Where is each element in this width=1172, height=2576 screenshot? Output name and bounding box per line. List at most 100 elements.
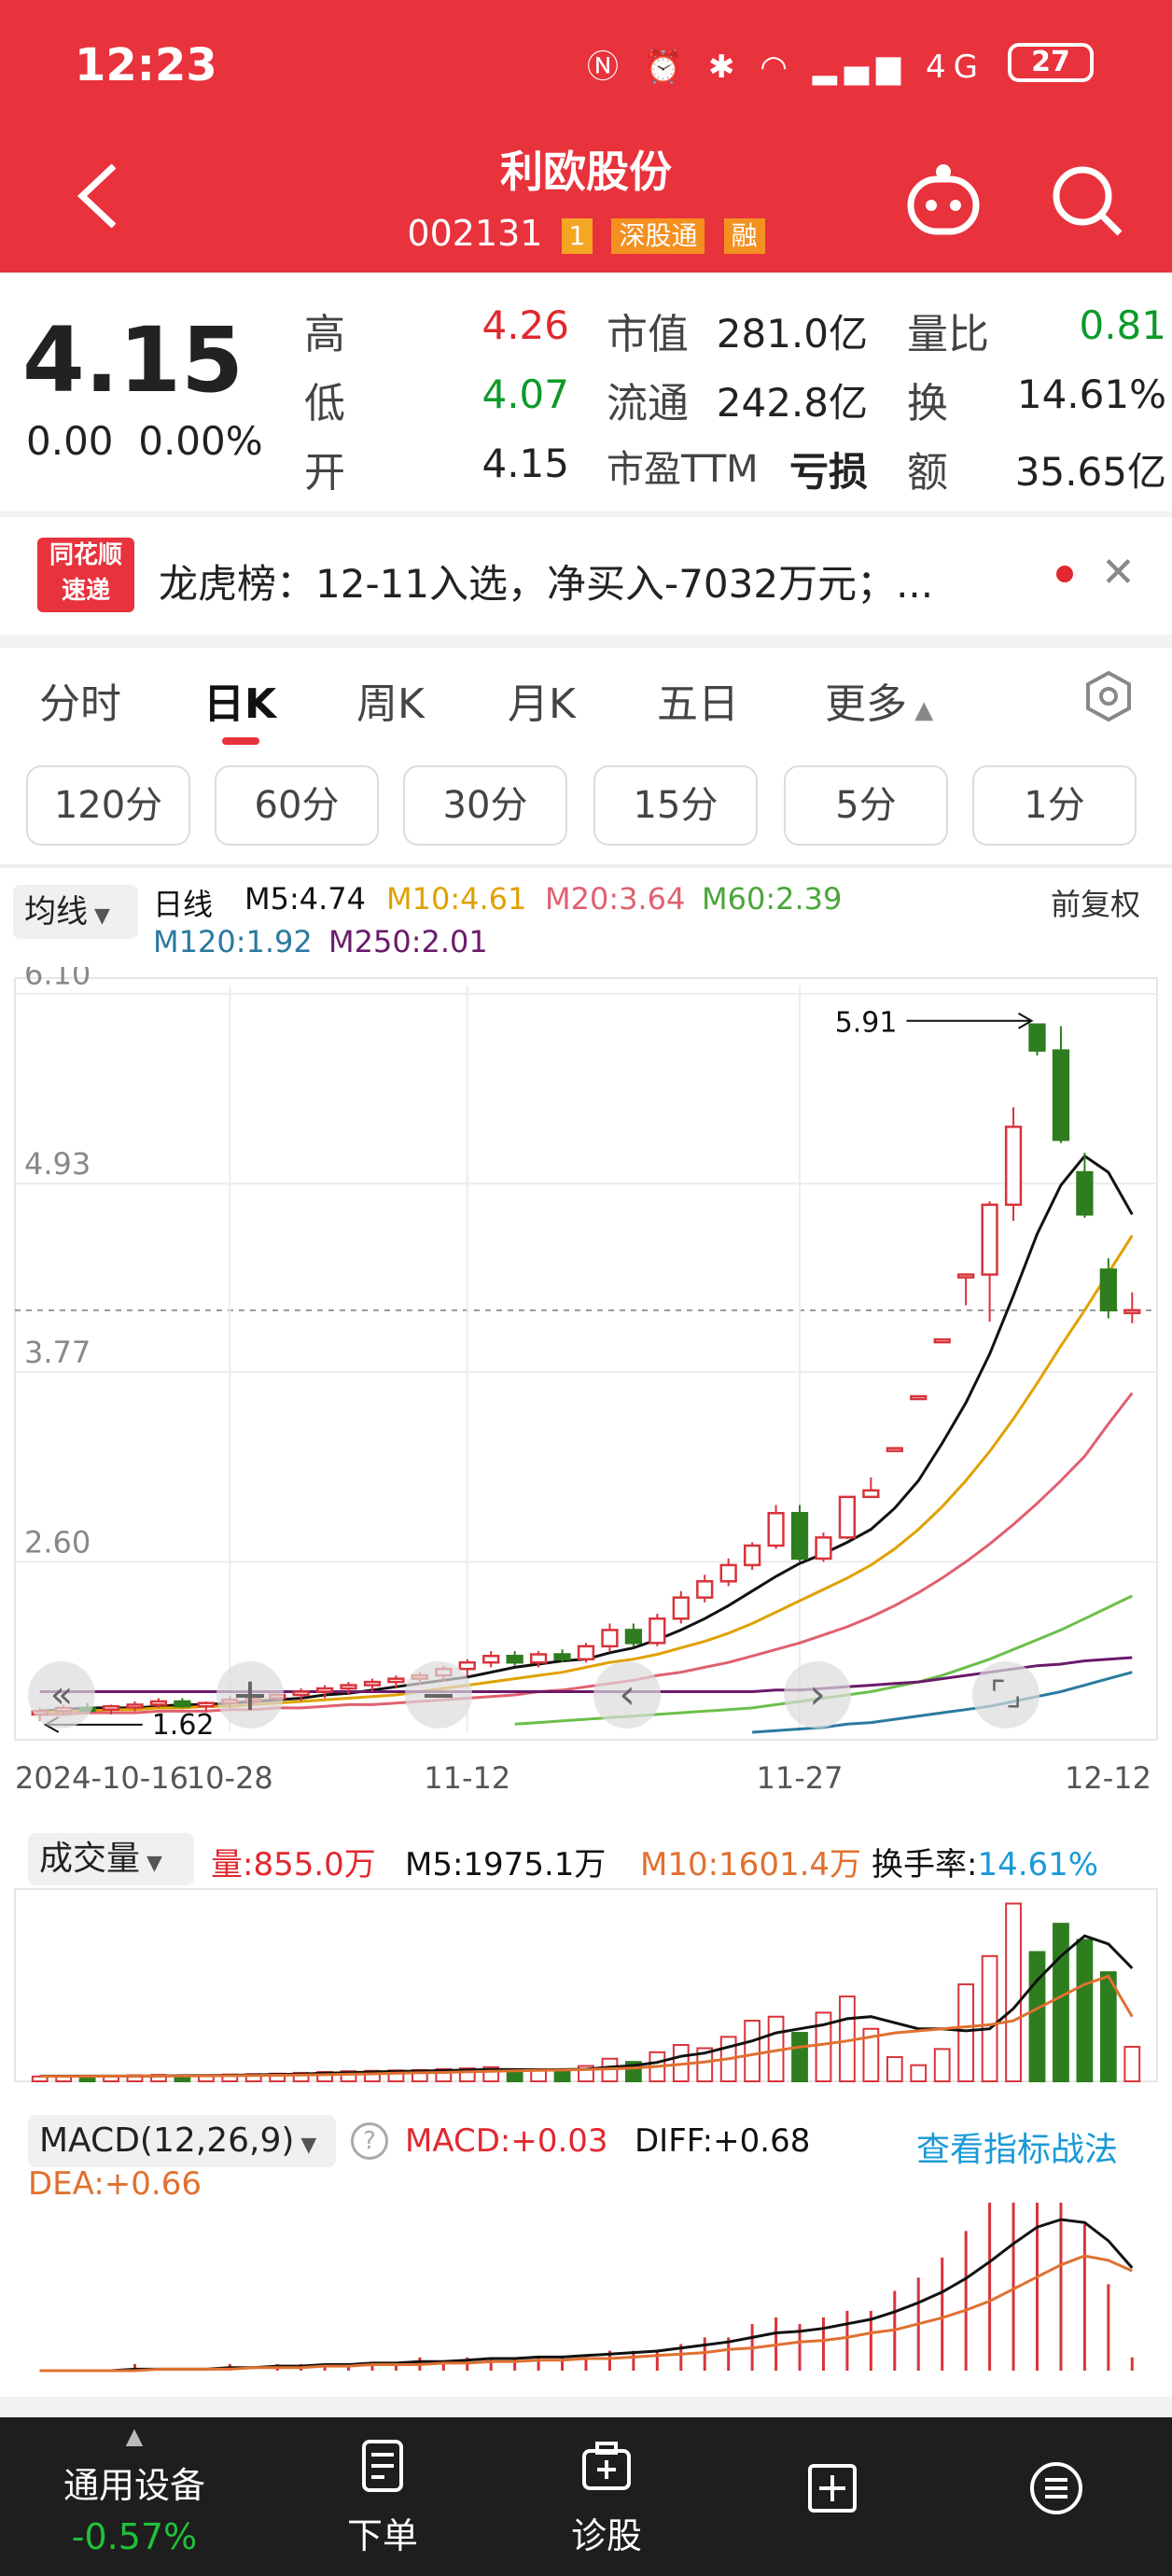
tab-more[interactable]: 更多 ▲: [825, 670, 933, 730]
min-price-label: 1.62: [152, 1709, 215, 1742]
candle-body: [529, 1653, 548, 1664]
wifi-icon: ◠: [760, 49, 795, 86]
float-label: 流通: [607, 380, 689, 427]
nfc-icon: Ⓝ: [586, 49, 626, 86]
back-button[interactable]: [73, 159, 129, 233]
order-label: 下单: [346, 2515, 418, 2556]
ma10-legend: M10:4.61: [386, 881, 527, 917]
period-15min[interactable]: 15分: [593, 765, 758, 846]
chart-settings-button[interactable]: [1082, 670, 1135, 726]
app-header: 12:23 Ⓝ ⏰ ✱ ◠ ▂▄▆ 4G 27 利欧股份 002131 1 深股…: [0, 0, 1172, 273]
robot-icon: [907, 164, 980, 235]
status-icons: Ⓝ ⏰ ✱ ◠ ▂▄▆ 4G: [587, 41, 985, 87]
dropdown-icon: ▼: [294, 2134, 317, 2157]
volume-bar: [791, 2032, 808, 2082]
macd-chart[interactable]: [0, 2203, 1172, 2380]
ma-line-m10: [39, 1234, 1134, 1715]
candle-body: [577, 1645, 595, 1660]
zoom-first-button[interactable]: «: [28, 1661, 95, 1729]
candle-body: [767, 1511, 785, 1547]
zoom-in-button[interactable]: +: [216, 1661, 284, 1729]
fullscreen-icon: ⌜⌟: [990, 1675, 1022, 1714]
candle-body: [315, 1687, 334, 1693]
indicator-strategy-link[interactable]: 查看指标战法: [916, 2131, 1119, 2169]
tab-weekly-k[interactable]: 周K: [356, 680, 425, 728]
volume-bar: [744, 2020, 761, 2083]
ma250-legend: M250:2.01: [328, 924, 488, 959]
candle-body: [672, 1596, 690, 1620]
connect-tag[interactable]: 深股通: [611, 217, 705, 254]
more-menu-button[interactable]: [963, 2417, 1150, 2576]
chevron-right-icon: ›: [809, 1671, 826, 1718]
open-label: 开: [304, 449, 345, 497]
last-price: 4.15: [22, 308, 244, 413]
x-tick-label: 2024-10-16: [15, 1760, 188, 1796]
status-time: 12:23: [75, 39, 217, 91]
ma60-legend: M60:2.39: [702, 881, 843, 917]
close-news-button[interactable]: ✕: [1101, 549, 1136, 596]
volume-chart[interactable]: [0, 1885, 1172, 2091]
tab-five-day[interactable]: 五日: [657, 680, 739, 728]
volume-bar: [340, 2070, 357, 2083]
indicator-select[interactable]: 均线 ▼: [13, 885, 138, 939]
scroll-left-button[interactable]: ‹: [593, 1661, 661, 1729]
candle-body: [292, 1690, 310, 1697]
scroll-right-button[interactable]: ›: [784, 1661, 851, 1729]
tab-monthly-k[interactable]: 月K: [508, 680, 576, 728]
tab-timeshare[interactable]: 分时: [39, 680, 121, 728]
ma120-legend: M120:1.92: [153, 924, 313, 959]
x-tick-label: 11-12: [424, 1760, 510, 1796]
turnover-label: 换: [907, 380, 948, 427]
adjust-mode-button[interactable]: 前复权: [1051, 887, 1141, 922]
news-banner[interactable]: 同花顺 速递 龙虎榜：12-11入选，净买入-7032万元；...: [0, 513, 1172, 635]
candle-body: [1076, 1170, 1094, 1216]
tab-more-label: 更多: [825, 680, 907, 728]
plus-icon: +: [230, 1669, 270, 1721]
divider: [0, 864, 1172, 868]
period-5min[interactable]: 5分: [784, 765, 948, 846]
add-watchlist-button[interactable]: [739, 2417, 926, 2576]
ma5-legend: M5:4.74: [244, 881, 366, 917]
sector-quote-button[interactable]: ▲ 通用设备 -0.57%: [41, 2417, 228, 2576]
dea-line: [39, 2254, 1133, 2373]
search-button[interactable]: [1045, 159, 1129, 243]
period-60min[interactable]: 60分: [215, 765, 379, 846]
volume-bar: [933, 2048, 951, 2082]
tab-daily-k[interactable]: 日K: [203, 680, 277, 728]
volume-bar: [815, 2011, 832, 2082]
period-30min[interactable]: 30分: [403, 765, 567, 846]
ma-line-m5: [39, 1154, 1134, 1713]
assistant-button[interactable]: [901, 157, 985, 241]
y-tick-label: 3.77: [24, 1335, 91, 1370]
caret-up-icon: ▲: [125, 2423, 144, 2449]
period-120min[interactable]: 120分: [26, 765, 190, 846]
max-arrow-head: [1017, 1012, 1034, 1029]
macd-indicator-select[interactable]: MACD(12,26,9) ▼: [28, 2115, 336, 2167]
search-icon: [1053, 166, 1123, 236]
volume-bar: [506, 2070, 523, 2082]
bluetooth-icon: ✱: [707, 49, 743, 86]
news-text: 龙虎榜：12-11入选，净买入-7032万元；...: [159, 561, 934, 607]
order-button[interactable]: 下单: [289, 2417, 476, 2576]
turnover-rate-value: 14.61%: [977, 1846, 1099, 1883]
fullscreen-button[interactable]: ⌜⌟: [972, 1661, 1039, 1729]
volume-bar: [957, 1983, 975, 2082]
zoom-out-button[interactable]: −: [405, 1661, 472, 1729]
margin-tag[interactable]: 融: [723, 217, 765, 254]
change-percent: 0.00%: [138, 418, 263, 464]
stock-name: 利欧股份: [500, 147, 672, 197]
candle-body: [790, 1511, 809, 1561]
candle-body: [601, 1629, 619, 1648]
diagnose-button[interactable]: 诊股: [513, 2417, 700, 2576]
x-tick-label: 11-27: [757, 1760, 844, 1796]
period-1min[interactable]: 1分: [972, 765, 1137, 846]
candle-body: [649, 1617, 666, 1645]
volume-indicator-select[interactable]: 成交量 ▼: [28, 1833, 194, 1885]
help-icon[interactable]: ?: [351, 2122, 388, 2160]
signal-icon: ▂▄▆: [812, 49, 909, 86]
chart-frame: [14, 977, 1158, 1741]
stock-code-row: 002131 1 深股通 融: [0, 213, 1172, 254]
change-value: 0.00: [26, 418, 114, 464]
news-logo: 同花顺 速递: [37, 538, 134, 612]
candle-body: [1123, 1309, 1141, 1315]
